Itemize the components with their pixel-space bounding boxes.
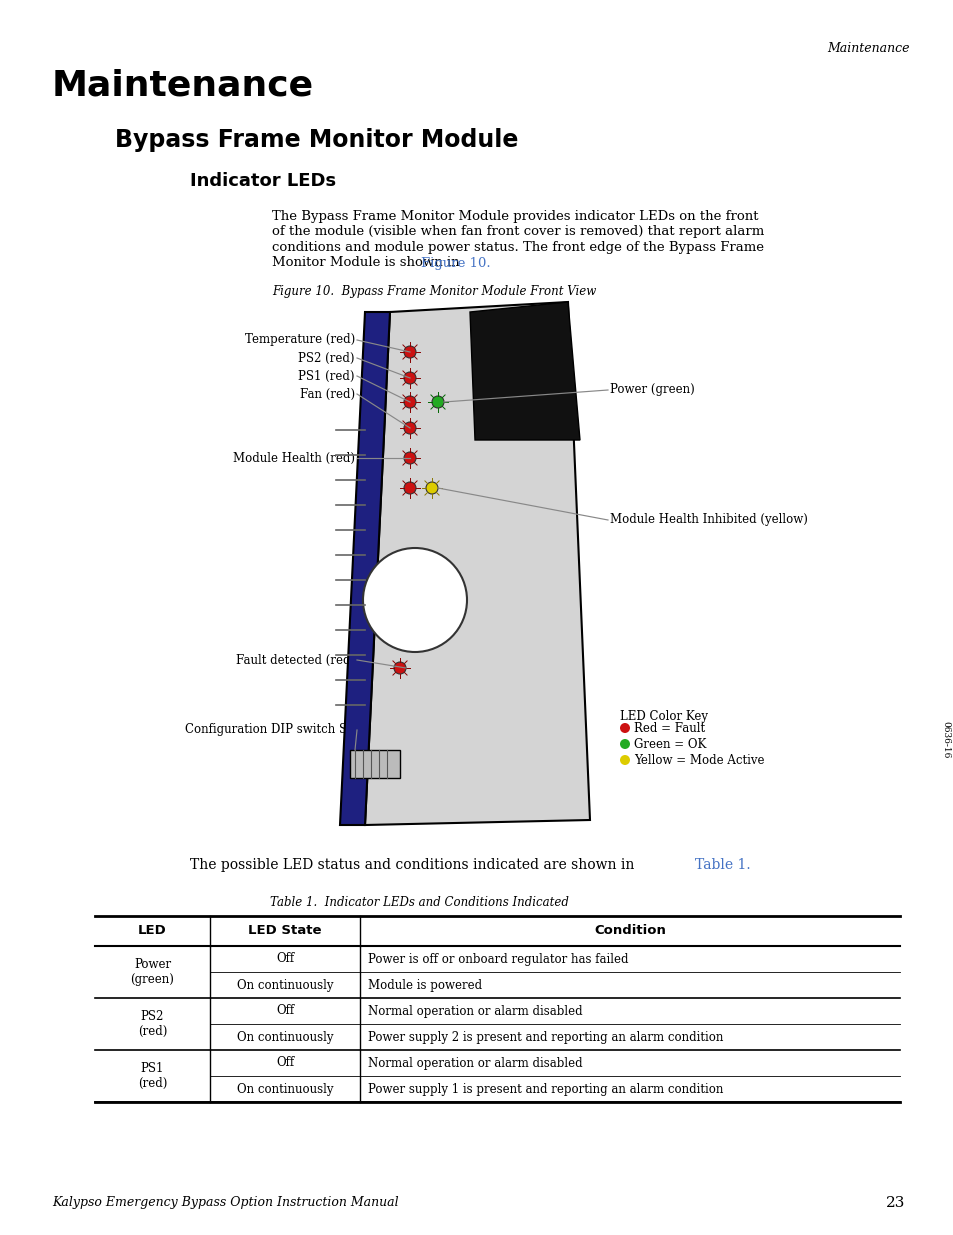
Text: Configuration DIP switch S1: Configuration DIP switch S1 [185,724,355,736]
Text: Temperature (red): Temperature (red) [245,333,355,347]
Text: PS1 (red): PS1 (red) [298,369,355,383]
Text: The possible LED status and conditions indicated are shown in: The possible LED status and conditions i… [190,858,639,872]
Text: Maintenance: Maintenance [52,68,314,103]
Text: LED: LED [138,925,167,937]
Text: Red = Fault: Red = Fault [634,721,704,735]
Text: On continuously: On continuously [236,978,333,992]
Text: On continuously: On continuously [236,1083,333,1095]
Text: Power supply 2 is present and reporting an alarm condition: Power supply 2 is present and reporting … [368,1030,722,1044]
Text: 23: 23 [884,1195,904,1210]
Text: PS1
(red): PS1 (red) [137,1062,167,1091]
Circle shape [403,346,416,358]
Text: On continuously: On continuously [236,1030,333,1044]
Text: Yellow = Mode Active: Yellow = Mode Active [634,753,763,767]
Text: of the module (visible when fan front cover is removed) that report alarm: of the module (visible when fan front co… [272,226,763,238]
Text: Table 1.  Indicator LEDs and Conditions Indicated: Table 1. Indicator LEDs and Conditions I… [270,897,568,909]
Polygon shape [365,303,589,825]
Circle shape [403,396,416,408]
Text: Figure 10.: Figure 10. [420,257,490,269]
Circle shape [619,739,629,748]
Text: Power is off or onboard regulator has failed: Power is off or onboard regulator has fa… [368,952,628,966]
Text: Normal operation or alarm disabled: Normal operation or alarm disabled [368,1004,582,1018]
Text: Module Health (red): Module Health (red) [233,452,355,464]
Circle shape [403,452,416,464]
Circle shape [619,722,629,734]
Text: Table 1.: Table 1. [695,858,750,872]
Circle shape [363,548,467,652]
Circle shape [426,482,437,494]
Circle shape [432,396,443,408]
Text: Green = OK: Green = OK [634,737,705,751]
Polygon shape [470,303,579,440]
Circle shape [403,482,416,494]
Text: Power supply 1 is present and reporting an alarm condition: Power supply 1 is present and reporting … [368,1083,722,1095]
Circle shape [403,372,416,384]
Text: Bypass Frame Monitor Module: Bypass Frame Monitor Module [115,128,517,152]
Text: 0636-16: 0636-16 [941,721,949,758]
Text: The Bypass Frame Monitor Module provides indicator LEDs on the front: The Bypass Frame Monitor Module provides… [272,210,758,224]
Text: PS2 (red): PS2 (red) [298,352,355,364]
Text: Monitor Module is shown in: Monitor Module is shown in [272,257,463,269]
Text: Condition: Condition [594,925,665,937]
Text: Off: Off [275,1056,294,1070]
Text: Figure 10.  Bypass Frame Monitor Module Front View: Figure 10. Bypass Frame Monitor Module F… [272,285,596,298]
Circle shape [619,755,629,764]
Text: PS2
(red): PS2 (red) [137,1010,167,1037]
Text: Power
(green): Power (green) [131,958,174,986]
Text: Indicator LEDs: Indicator LEDs [190,172,335,190]
Text: Power (green): Power (green) [609,384,694,396]
Text: Kalypso Emergency Bypass Option Instruction Manual: Kalypso Emergency Bypass Option Instruct… [52,1195,398,1209]
Circle shape [394,662,406,674]
Bar [350,750,399,778]
Polygon shape [339,312,390,825]
Text: Off: Off [275,1004,294,1018]
Text: Off: Off [275,952,294,966]
Text: Fan (red): Fan (red) [299,388,355,400]
Text: LED Color Key: LED Color Key [619,710,707,722]
Text: Module Health Inhibited (yellow): Module Health Inhibited (yellow) [609,514,807,526]
Circle shape [403,422,416,433]
Text: Normal operation or alarm disabled: Normal operation or alarm disabled [368,1056,582,1070]
Text: Module is powered: Module is powered [368,978,481,992]
Text: conditions and module power status. The front edge of the Bypass Frame: conditions and module power status. The … [272,241,763,254]
Text: Maintenance: Maintenance [826,42,909,56]
Text: LED State: LED State [248,925,321,937]
Text: Fault detected (red): Fault detected (red) [235,653,355,667]
